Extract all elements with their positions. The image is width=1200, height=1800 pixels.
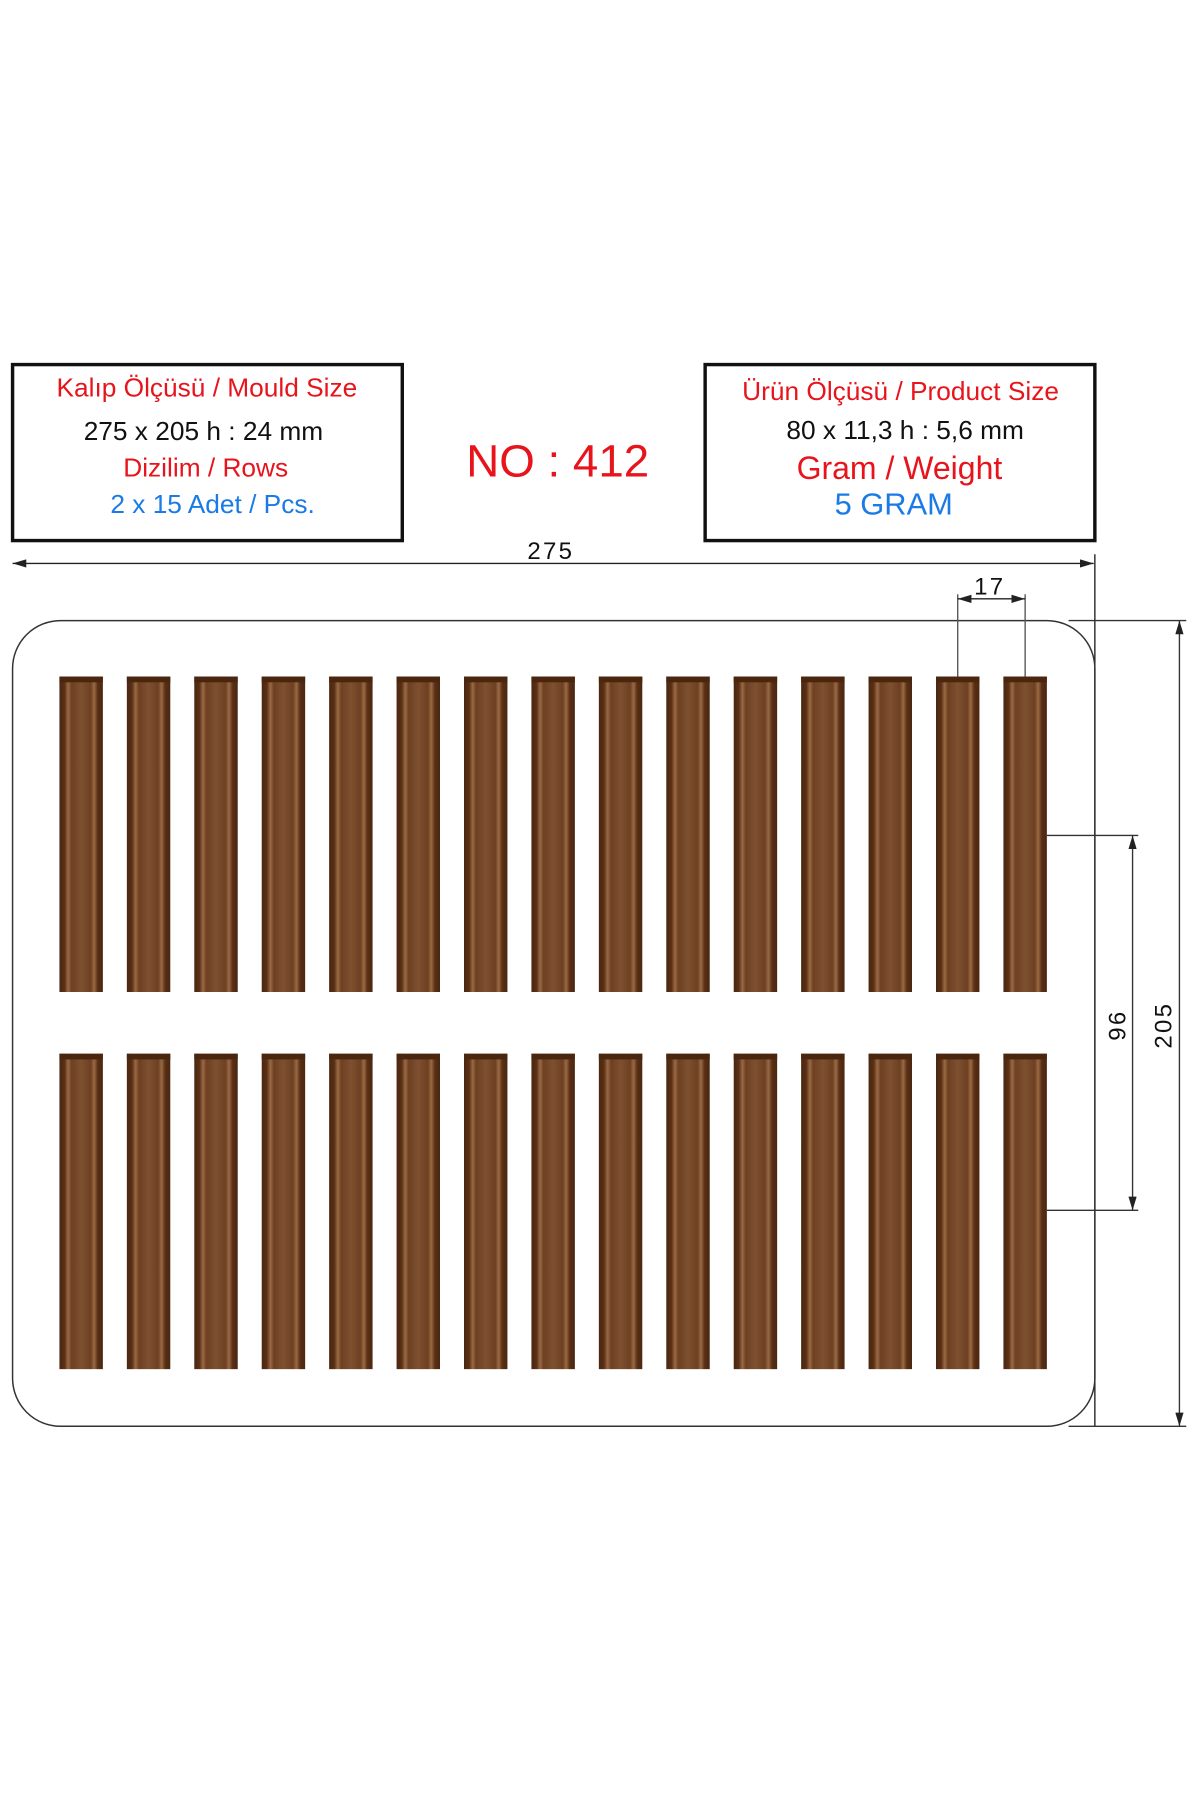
cavity-bar [598, 676, 643, 992]
rows-value: 2 x 15 Adet / Pcs. [110, 489, 314, 519]
mould-size-box: Kalıp Ölçüsü / Mould Size 275 x 205 h : … [10, 362, 404, 543]
cavity-bar-edge [261, 676, 306, 683]
cavity-bar [261, 676, 306, 992]
product-number: NO : 412 [466, 436, 649, 487]
height-dimension-label: 205 [1150, 1002, 1177, 1049]
cavity-bar-edge [396, 676, 440, 683]
cavity-bar-edge [733, 676, 778, 683]
cavity-bar-edge [531, 1053, 575, 1060]
cavity-bar-edge [801, 1053, 845, 1060]
cavity-bar-edge [733, 1053, 778, 1060]
cavity-bar [464, 676, 508, 992]
row-spacing-label: 96 [1105, 1010, 1132, 1041]
cavity-bar [868, 676, 912, 992]
pitch-dimension-label: 17 [974, 573, 1005, 600]
cavity-bar [464, 1053, 508, 1370]
weight-label: Gram / Weight [797, 450, 1003, 486]
cavity-bar-edge [1003, 676, 1047, 683]
mould-size-value: 275 x 205 h : 24 mm [84, 416, 323, 446]
cavity-bar [868, 1053, 912, 1370]
cavity-bar-edge [666, 1053, 710, 1060]
cavity-bar-edge [531, 676, 575, 683]
cavity-grid [59, 676, 1047, 1370]
cavity-bar-edge [801, 676, 845, 683]
cavity-bar [531, 676, 575, 992]
cavity-bar-edge [1003, 1053, 1047, 1060]
cavity-bar-edge [329, 1053, 373, 1060]
cavity-bar-edge [936, 1053, 980, 1060]
cavity-bar [598, 1053, 643, 1370]
cavity-bar-edge [464, 1053, 508, 1060]
cavity-bar-edge [464, 676, 508, 683]
cavity-bar [666, 676, 710, 992]
cavity-bar-edge [261, 1053, 306, 1060]
cavity-bar [801, 676, 845, 992]
cavity-bar-edge [126, 1053, 171, 1060]
cavity-bar-edge [598, 676, 643, 683]
cavity-bar-edge [126, 676, 171, 683]
cavity-bar [531, 1053, 575, 1370]
cavity-bar-edge [936, 676, 980, 683]
cavity-bar [329, 1053, 373, 1370]
mould-size-title: Kalıp Ölçüsü / Mould Size [56, 373, 357, 403]
cavity-bar [801, 1053, 845, 1370]
cavity-bar-edge [194, 1053, 238, 1060]
cavity-bar [194, 1053, 238, 1370]
cavity-bar-edge [666, 676, 710, 683]
cavity-bar [396, 676, 440, 992]
cavity-bar [126, 1053, 171, 1370]
cavity-bar [329, 676, 373, 992]
width-dimension-label: 275 [527, 538, 574, 565]
cavity-bar-edge [868, 1053, 912, 1060]
cavity-bar-edge [59, 1053, 103, 1060]
row-spacing-dimension [1046, 834, 1139, 1211]
cavity-bar [1003, 1053, 1047, 1370]
cavity-bar [396, 1053, 440, 1370]
cavity-bar-edge [868, 676, 912, 683]
cavity-bar-edge [329, 676, 373, 683]
weight-value: 5 GRAM [835, 486, 953, 521]
product-size-box: Ürün Ölçüsü / Product Size 80 x 11,3 h :… [703, 362, 1097, 543]
cavity-bar-edge [59, 676, 103, 683]
cavity-bar [936, 1053, 980, 1370]
cavity-bar [666, 1053, 710, 1370]
cavity-bar-edge [194, 676, 238, 683]
cavity-bar [733, 1053, 778, 1370]
product-size-value: 80 x 11,3 h : 5,6 mm [786, 415, 1023, 445]
cavity-bar-edge [598, 1053, 643, 1060]
cavity-bar [126, 676, 171, 992]
cavity-bar [59, 676, 103, 992]
rows-label: Dizilim / Rows [123, 453, 288, 483]
cavity-bar [733, 676, 778, 992]
mould-outline [11, 619, 1096, 1428]
cavity-bar [59, 1053, 103, 1370]
product-size-title: Ürün Ölçüsü / Product Size [742, 376, 1059, 406]
cavity-bar [261, 1053, 306, 1370]
cavity-bar [194, 676, 238, 992]
cavity-bar [936, 676, 980, 992]
pitch-dimension [957, 594, 1026, 677]
height-dimension [1068, 619, 1187, 1427]
cavity-bar [1003, 676, 1047, 992]
cavity-bar-edge [396, 1053, 440, 1060]
